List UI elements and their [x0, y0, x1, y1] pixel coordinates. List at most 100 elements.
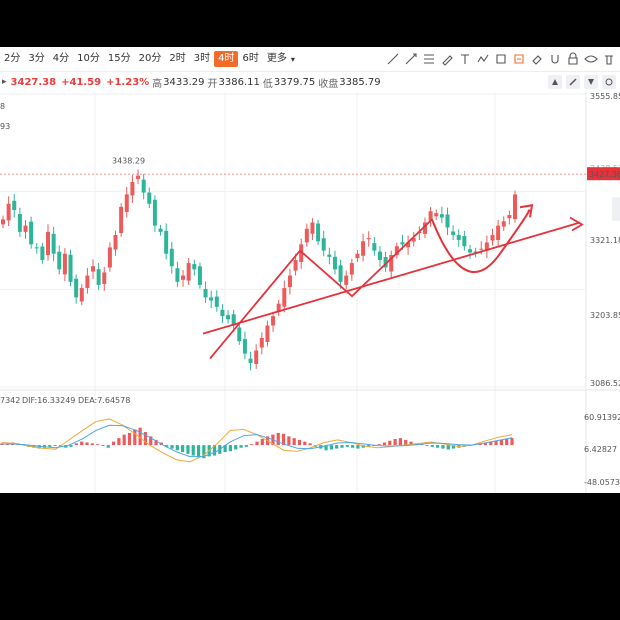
- magnet-icon[interactable]: [548, 52, 562, 66]
- text-tool-icon[interactable]: [458, 52, 472, 66]
- high-label: 高: [152, 78, 163, 90]
- macd-bar: [170, 445, 174, 449]
- close-value: 3385.79: [339, 76, 381, 88]
- macd-bar: [53, 445, 57, 446]
- macd-bar: [250, 444, 254, 446]
- price-change-pct: +1.23%: [106, 76, 150, 88]
- macd-bar: [451, 445, 456, 449]
- candle-body: [57, 251, 62, 270]
- path-tool-icon[interactable]: [476, 52, 490, 66]
- indicator-down-icon[interactable]: [584, 75, 598, 89]
- macd-bar: [425, 445, 429, 446]
- candle-body: [344, 275, 349, 285]
- timeframe-6[interactable]: 2时: [169, 53, 186, 64]
- timeframe-8[interactable]: 4时: [214, 51, 239, 67]
- line-tool-icon[interactable]: [386, 52, 400, 66]
- timeframe-5[interactable]: 20分: [138, 53, 162, 64]
- macd-bar: [228, 445, 233, 452]
- timeframe-toolbar: 2分 3分 4分 10分 15分 20分 2时 3时 4时 6时 更多 ▾: [0, 47, 620, 72]
- candle-body: [422, 222, 427, 234]
- macd-bar: [154, 439, 158, 446]
- timeframe-1[interactable]: 3分: [28, 53, 45, 64]
- candle-body: [169, 248, 174, 267]
- fib-tool-icon[interactable]: [422, 52, 436, 66]
- macd-bar: [276, 432, 280, 446]
- macd-bar: [80, 441, 84, 446]
- candle-body: [355, 253, 360, 259]
- current-price-badge: [587, 167, 620, 181]
- candle-body: [282, 288, 287, 307]
- collapse-icon[interactable]: ▸: [2, 77, 7, 87]
- macd-bar: [398, 438, 403, 446]
- trend-line: [202, 221, 581, 335]
- close-label: 收盘: [318, 78, 339, 90]
- more-caret-icon[interactable]: ▾: [290, 54, 295, 64]
- macd-bar: [244, 445, 248, 447]
- open-label: 开: [207, 78, 218, 90]
- macd-bar: [191, 445, 195, 456]
- trash-icon[interactable]: [602, 52, 616, 66]
- indicator-up-icon[interactable]: [548, 75, 562, 89]
- macd-bar: [388, 440, 392, 446]
- candle-body: [147, 192, 152, 204]
- timeframe-3[interactable]: 10分: [77, 53, 100, 64]
- timeframe-9[interactable]: 6时: [242, 53, 259, 64]
- breakout-arrow-head: [519, 204, 534, 218]
- macd-bar: [239, 445, 243, 448]
- draw-tool-icon[interactable]: [566, 75, 580, 89]
- macd-bar: [223, 445, 227, 453]
- left-fragment-a: 8: [0, 102, 5, 111]
- macd-bar: [335, 445, 339, 449]
- candle-body: [17, 214, 22, 232]
- timeframe-7[interactable]: 3时: [193, 53, 211, 64]
- eye-icon[interactable]: [584, 52, 598, 66]
- timeframe-4[interactable]: 15分: [107, 53, 131, 64]
- candle-body: [428, 211, 433, 221]
- pen-tool-icon[interactable]: [440, 52, 454, 66]
- candle-body: [164, 230, 169, 254]
- macd-bar: [149, 436, 153, 446]
- ray-tool-icon[interactable]: [404, 52, 418, 66]
- candle-body: [321, 238, 326, 251]
- macd-bar: [505, 439, 509, 446]
- timeframe-2[interactable]: 4分: [52, 53, 70, 64]
- eraser-icon[interactable]: [530, 52, 544, 66]
- candle-body: [237, 327, 242, 342]
- timeframe-10[interactable]: 更多: [266, 53, 287, 64]
- open-value: 3386.11: [218, 76, 260, 88]
- candle-body: [445, 214, 450, 228]
- lock-icon[interactable]: [566, 52, 580, 66]
- macd-bar: [90, 443, 94, 446]
- macd-bar: [5, 444, 9, 446]
- candle-body: [46, 231, 51, 255]
- low-label: 低: [262, 78, 273, 90]
- timeframe-0[interactable]: 2分: [4, 53, 21, 64]
- macd-bar: [111, 441, 116, 446]
- rect-tool-icon[interactable]: [494, 52, 508, 66]
- candle-body: [406, 242, 411, 248]
- macd-bar: [510, 438, 514, 446]
- candle-body: [467, 249, 472, 253]
- candle-body: [310, 222, 315, 234]
- candle-body: [254, 350, 259, 364]
- macd-bar: [138, 427, 142, 446]
- macd-bar: [133, 429, 137, 446]
- settings-icon[interactable]: [602, 75, 616, 89]
- candle-body: [259, 338, 264, 348]
- w-pattern-line: [209, 218, 433, 360]
- macd-bar: [122, 434, 126, 446]
- macd-left-fragment: 7342: [0, 396, 20, 405]
- candle-body: [186, 263, 191, 281]
- candle-body: [496, 225, 501, 240]
- price-tick-2: 3203.85: [590, 311, 620, 320]
- macd-tick-0: 60.91392: [584, 413, 620, 422]
- candle-body: [462, 235, 467, 247]
- macd-bar: [499, 439, 503, 446]
- candle-body: [12, 200, 17, 211]
- screenshot-icon[interactable]: [512, 52, 526, 66]
- drawing-tools: [386, 47, 616, 71]
- candle-body: [293, 259, 298, 271]
- candle-body: [383, 256, 388, 268]
- candle-body: [1, 219, 5, 225]
- candle-body: [513, 194, 517, 220]
